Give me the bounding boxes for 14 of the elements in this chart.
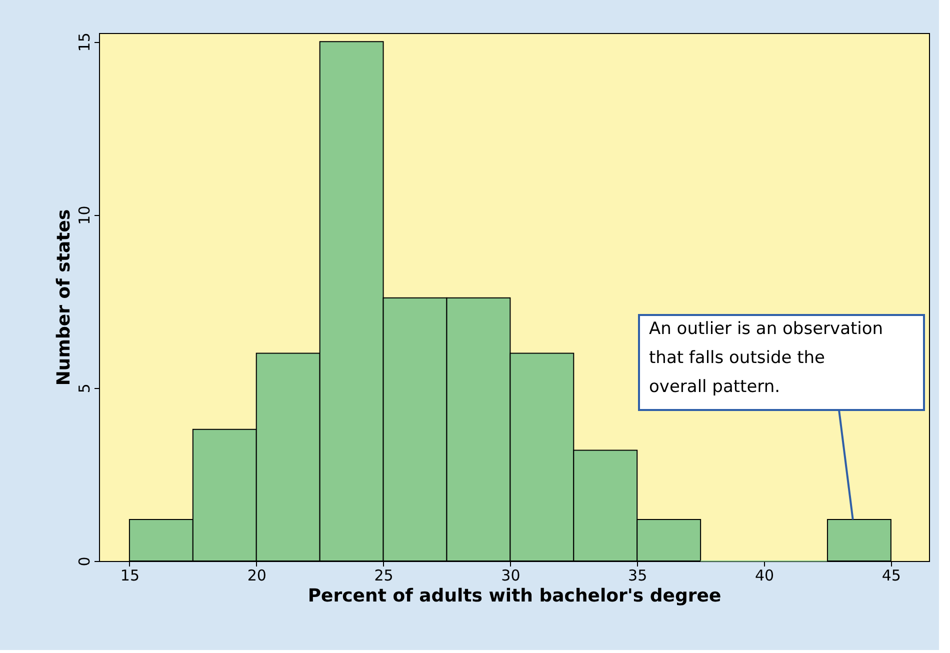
annotation: An outlier is an observation that falls outside the overall pattern. [649,319,884,397]
x-tick-label: 20 [247,566,266,584]
y-tick-label: 5 [76,384,94,394]
y-tick-label: 15 [76,32,94,52]
x-tick-label: 40 [754,566,774,584]
x-axis-title: Percent of adults with bachelor's degree [308,586,722,606]
x-tick-label: 30 [501,566,520,584]
y-tick-label: 10 [76,206,94,225]
x-tick-label: 45 [882,566,901,584]
y-axis-title: Number of states [54,209,74,386]
x-tick-label: 25 [374,566,394,584]
x-tick-label: 35 [628,566,648,584]
y-tick-label: 0 [76,556,94,566]
x-tick-label: 15 [120,566,140,584]
